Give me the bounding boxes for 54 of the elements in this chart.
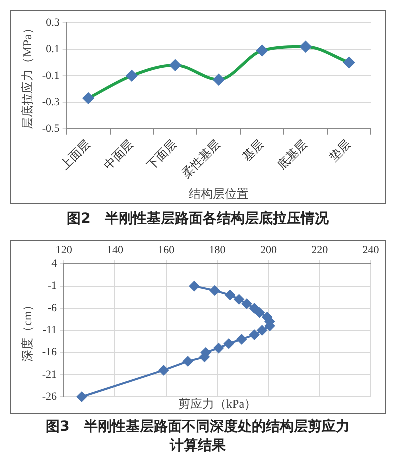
point <box>242 299 252 310</box>
point <box>210 286 220 296</box>
text: 图2 半刚性基层路面各结构层底拉压情况 <box>66 210 330 229</box>
point <box>344 57 355 68</box>
text: 图3 半刚性基层路面不同深度处的结构层剪应力计算结果 <box>45 418 351 456</box>
y-tick-label: -0.3 <box>42 96 60 108</box>
x-tick-label: 160 <box>158 244 176 256</box>
x-axis-title: 结构层位置 <box>188 187 249 202</box>
y-tick-label: -21 <box>42 368 58 381</box>
y-tick-label: -0.5 <box>42 122 60 135</box>
point <box>214 343 224 354</box>
x-tick-label: 上面层 <box>58 137 93 173</box>
y-tick-label: -26 <box>42 390 58 403</box>
y-tick-label: -0.1 <box>42 70 60 82</box>
y-axis-title: 深度（cm） <box>20 299 34 362</box>
point <box>213 74 224 86</box>
point <box>250 330 260 340</box>
x-tick-label: 120 <box>56 244 73 256</box>
point <box>300 41 312 52</box>
y-tick-label: 0.3 <box>46 16 60 29</box>
point <box>234 294 244 305</box>
x-tick-label: 180 <box>209 244 226 256</box>
y-tick-label: -16 <box>42 346 58 359</box>
x-tick-label: 柔性基层 <box>179 137 224 182</box>
y-tick-label: -6 <box>48 302 58 314</box>
y-axis-title: 层底拉应力（MPa） <box>20 22 34 130</box>
x-axis-title: 剪应力（kPa） <box>178 397 257 412</box>
point <box>224 338 234 349</box>
point <box>158 365 169 376</box>
point <box>183 356 194 367</box>
y-tick-label: -1 <box>48 280 58 292</box>
x-tick-label: 200 <box>260 244 278 256</box>
point <box>170 60 181 71</box>
point <box>190 281 200 292</box>
x-tick-label: 中面层 <box>100 137 136 173</box>
point <box>76 392 87 402</box>
x-tick-label: 240 <box>362 244 380 256</box>
point <box>254 308 265 318</box>
x-tick-label: 垫层 <box>326 137 354 164</box>
x-tick-label: 140 <box>106 244 124 256</box>
point <box>83 92 94 104</box>
point <box>256 45 268 56</box>
x-tick-label: 220 <box>312 244 329 256</box>
x-tick-label: 底基层 <box>274 137 310 173</box>
point <box>236 334 247 344</box>
point <box>250 303 260 314</box>
point <box>126 70 138 82</box>
y-tick-label: -11 <box>42 324 58 336</box>
x-tick-label: 基层 <box>240 137 267 164</box>
x-tick-label: 下面层 <box>144 137 180 173</box>
point <box>257 326 268 336</box>
point <box>225 290 236 300</box>
y-tick-label: 4 <box>52 258 58 270</box>
y-tick-label: 0.1 <box>46 43 60 56</box>
